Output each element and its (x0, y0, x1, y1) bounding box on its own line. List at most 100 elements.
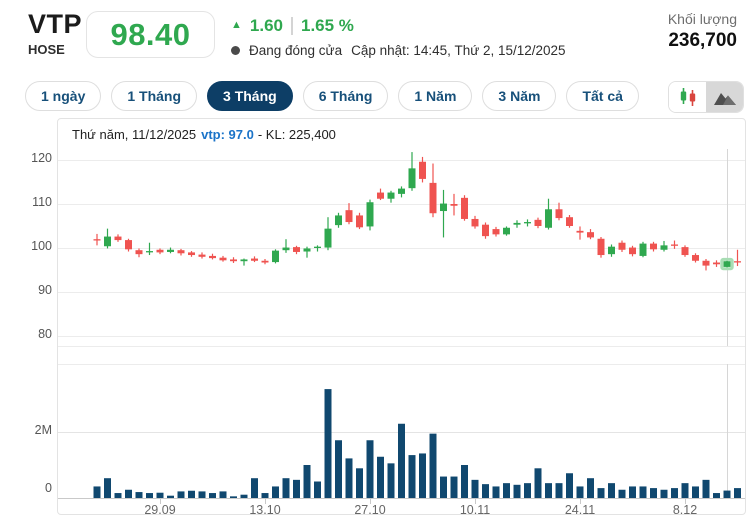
chart-card: Thứ năm, 11/12/2025 vtp: 97.0- KL: 225,40… (57, 118, 746, 517)
candle-body (650, 243, 657, 250)
volume-bar (408, 455, 416, 498)
candle-body (482, 224, 489, 237)
candle-body (135, 250, 143, 255)
volume-bar (576, 486, 584, 498)
volume-bar (209, 493, 216, 498)
candle-body (293, 247, 300, 252)
chart-type-toggle (668, 81, 744, 113)
volume-bar (314, 481, 321, 498)
price-volume-chart[interactable] (58, 119, 745, 514)
last-updated-text: Cập nhật: 14:45, Thứ 2, 15/12/2025 (351, 43, 566, 58)
candle-body (681, 247, 689, 256)
volume-bar (723, 490, 731, 498)
up-arrow-icon: ▲ (231, 19, 242, 31)
candle-body (471, 218, 479, 227)
volume-bar (692, 486, 699, 498)
tab-1-thang[interactable]: 1 Tháng (111, 81, 198, 111)
price-axis-label: 80 (38, 327, 52, 341)
candle-body (461, 197, 468, 219)
volume-bar (167, 495, 174, 498)
volume-bar (450, 476, 458, 498)
volume-bar (188, 490, 195, 498)
candle-body (167, 249, 174, 252)
volume-bar (345, 458, 353, 498)
volume-bar (135, 492, 143, 498)
candle-body (261, 260, 269, 263)
volume-bar (324, 389, 332, 498)
candle-body (566, 217, 573, 226)
candle-body (503, 227, 510, 235)
volume-bar (681, 483, 689, 498)
x-axis-label: 29.09 (144, 503, 176, 517)
volume-bar (93, 486, 101, 498)
volume-label: Khối lượng (667, 11, 737, 27)
volume-bar (366, 440, 374, 498)
tab-1-ngay[interactable]: 1 ngày (25, 81, 102, 111)
tab-3-thang[interactable]: 3 Tháng (207, 81, 293, 111)
volume-bar (387, 463, 395, 498)
volume-bar (734, 488, 741, 498)
volume-bar (660, 489, 668, 498)
price-axis-label: 90 (38, 283, 52, 297)
tooltip-volume: - KL: 225,400 (257, 127, 336, 142)
candle-body (534, 219, 542, 226)
candle-body (125, 240, 132, 250)
volume-bar (545, 483, 552, 498)
candle-body (429, 182, 437, 214)
current-price-box: 98.40 (86, 11, 215, 58)
candle-body (419, 161, 426, 179)
volume-bar (461, 465, 468, 498)
candle-body (545, 209, 552, 228)
volume-bar (146, 493, 153, 498)
tab-3-nam[interactable]: 3 Năm (482, 81, 557, 111)
exchange-label: HOSE (28, 42, 65, 57)
timeframe-tabs: 1 ngày 1 Tháng 3 Tháng 6 Tháng 1 Năm 3 Năm Tất… (25, 81, 639, 111)
tab-6-thang[interactable]: 6 Tháng (302, 81, 389, 111)
candle-body (492, 229, 500, 235)
volume-bar (482, 484, 489, 498)
tooltip-symbol-price: vtp: 97.0 (201, 127, 254, 142)
volume-bar (240, 494, 248, 498)
volume-bar (198, 491, 206, 498)
candle-body (734, 261, 741, 263)
chart-tooltip: Thứ năm, 11/12/2025 vtp: 97.0- KL: 225,40… (72, 127, 336, 142)
volume-bar (272, 486, 279, 498)
candlestick-chart-button[interactable] (669, 82, 706, 112)
x-axis-label: 13.10 (249, 503, 281, 517)
tab-tat-ca[interactable]: Tất cả (566, 81, 639, 111)
current-price: 98.40 (110, 16, 191, 52)
market-status-row: Đang đóng cửa Cập nhật: 14:45, Thứ 2, 15… (231, 43, 566, 58)
candle-body (377, 192, 384, 199)
volume-bar (261, 493, 269, 498)
volume-bar (356, 468, 363, 498)
candle-body (146, 251, 153, 253)
candle-body (576, 230, 584, 233)
volume-bar (566, 473, 573, 498)
volume-bar (524, 483, 531, 498)
volume-bar (177, 491, 185, 498)
price-axis-label: 120 (31, 151, 52, 165)
volume-value: 236,700 (668, 30, 737, 51)
candle-body (230, 259, 237, 262)
price-axis-label: 110 (32, 195, 52, 209)
candle-body (608, 246, 615, 255)
candle-body (597, 238, 605, 256)
candle-body (324, 228, 332, 248)
candle-body (513, 222, 521, 225)
candle-body (387, 192, 395, 199)
candle-body (345, 210, 353, 223)
candle-body (450, 204, 458, 206)
candle-body (303, 248, 311, 252)
volume-bar (104, 478, 111, 498)
volume-bar (398, 423, 405, 498)
candle-body (618, 242, 626, 250)
price-change-percent: 1.65 % (300, 16, 354, 35)
candle-body (177, 250, 185, 254)
candle-body (702, 260, 710, 266)
candle-body (723, 261, 731, 267)
candle-body (398, 188, 405, 194)
area-chart-button[interactable] (706, 82, 743, 112)
tab-1-nam[interactable]: 1 Năm (398, 81, 473, 111)
mountain-icon (713, 92, 736, 105)
volume-bar (282, 478, 290, 498)
